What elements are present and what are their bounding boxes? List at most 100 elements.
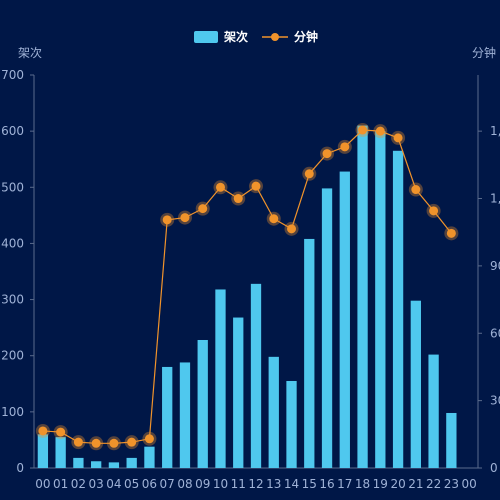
x-tick-label: 22 [426, 477, 441, 491]
bar-15[interactable] [304, 238, 315, 468]
bar-16[interactable] [321, 188, 333, 468]
line-point[interactable] [56, 427, 66, 437]
y-tick-right-label: 300 [490, 394, 500, 408]
y-tick-left-label: 500 [1, 180, 24, 194]
bar-11[interactable] [233, 317, 244, 468]
y-tick-left-label: 600 [1, 124, 24, 138]
bar-18[interactable] [357, 125, 368, 469]
x-tick-label: 05 [124, 477, 139, 491]
bar-04[interactable] [108, 462, 120, 468]
x-tick-label: 00 [461, 477, 476, 491]
bar-13[interactable] [268, 356, 279, 468]
line-point[interactable] [393, 133, 403, 143]
y-tick-left-label: 300 [1, 293, 24, 307]
line-point[interactable] [198, 204, 208, 214]
x-tick-label: 15 [302, 477, 317, 491]
line-point[interactable] [287, 224, 297, 234]
bar-14[interactable] [286, 380, 297, 468]
line-point[interactable] [429, 206, 439, 216]
line-point[interactable] [375, 126, 385, 136]
bar-07[interactable] [162, 366, 173, 468]
y-axis-right-title: 分钟 [472, 45, 496, 60]
bar-02[interactable] [73, 457, 84, 468]
x-tick-label: 21 [408, 477, 423, 491]
bar-08[interactable] [179, 362, 191, 468]
line-point[interactable] [162, 215, 172, 225]
line-point[interactable] [215, 182, 225, 192]
x-tick-label: 14 [284, 477, 299, 491]
line-point[interactable] [91, 438, 101, 448]
line-point[interactable] [109, 438, 119, 448]
x-tick-label: 03 [89, 477, 104, 491]
y-tick-left-label: 200 [1, 349, 24, 363]
bar-12[interactable] [250, 283, 262, 468]
line-point[interactable] [340, 142, 350, 152]
bar-19[interactable] [375, 131, 386, 468]
bar-06[interactable] [144, 446, 155, 468]
line-series [35, 123, 459, 451]
x-tick-label: 18 [355, 477, 370, 491]
x-tick-label: 20 [390, 477, 405, 491]
y-tick-left-label: 0 [16, 461, 24, 475]
legend-line-label: 分钟 [294, 29, 318, 44]
x-tick-label: 01 [53, 477, 68, 491]
legend-line-marker [271, 33, 279, 41]
y-tick-right-label: 1,500 [490, 124, 500, 138]
bar-09[interactable] [197, 339, 208, 468]
bar-10[interactable] [215, 289, 226, 468]
y-tick-right-label: 900 [490, 259, 500, 273]
x-tick-label: 16 [319, 477, 334, 491]
x-tick-label: 10 [213, 477, 228, 491]
y-ticks-left: 0 100 200 300 400 500 600 700 [1, 68, 34, 475]
line-point[interactable] [446, 228, 456, 238]
line-point[interactable] [73, 437, 83, 447]
line-point[interactable] [233, 194, 243, 204]
bar-17[interactable] [339, 171, 350, 468]
x-tick-label: 23 [444, 477, 459, 491]
x-tick-label: 07 [160, 477, 175, 491]
line-point[interactable] [304, 169, 314, 179]
y-ticks-right: 0 300 600 900 1,200 1,500 [478, 124, 500, 475]
line-point[interactable] [180, 213, 190, 223]
bar-05[interactable] [126, 457, 137, 468]
line-path [42, 129, 452, 444]
x-tick-label: 02 [71, 477, 86, 491]
x-tick-label: 19 [373, 477, 388, 491]
legend-bar-swatch [194, 31, 218, 43]
bar-23[interactable] [446, 412, 457, 468]
bar-03[interactable] [91, 461, 102, 468]
bar-series [37, 125, 457, 469]
line-point[interactable] [38, 426, 48, 436]
bar-00[interactable] [37, 434, 49, 468]
y-tick-left-label: 400 [1, 236, 24, 250]
x-tick-label: 08 [177, 477, 192, 491]
x-tick-label: 12 [248, 477, 263, 491]
y-tick-right-label: 1,200 [490, 192, 500, 206]
y-tick-left-label: 100 [1, 405, 24, 419]
legend-bar-label: 架次 [223, 29, 248, 44]
line-point[interactable] [269, 214, 279, 224]
x-tick-label: 00 [35, 477, 50, 491]
legend[interactable]: 架次 分钟 [194, 29, 318, 44]
line-point[interactable] [127, 437, 137, 447]
x-tick-label: 06 [142, 477, 157, 491]
bar-21[interactable] [410, 300, 421, 468]
y-axis-left-title: 架次 [18, 46, 42, 60]
x-tick-labels: 00 01 02 03 04 05 06 07 08 09 10 11 12 13 14 15 16 17 18 19… [35, 477, 477, 491]
x-tick-label: 04 [106, 477, 121, 491]
bar-22[interactable] [428, 354, 439, 468]
line-point[interactable] [322, 149, 332, 159]
y-tick-left-label: 700 [1, 68, 24, 82]
x-tick-label: 11 [231, 477, 246, 491]
bar-01[interactable] [55, 437, 66, 468]
x-tick-label: 17 [337, 477, 352, 491]
bar-20[interactable] [392, 150, 404, 469]
x-tick-label: 09 [195, 477, 210, 491]
line-point[interactable] [251, 181, 261, 191]
line-point[interactable] [144, 434, 154, 444]
y-tick-right-label: 600 [490, 326, 500, 340]
line-point[interactable] [358, 125, 368, 135]
x-tick-label: 13 [266, 477, 281, 491]
line-point[interactable] [411, 185, 421, 195]
